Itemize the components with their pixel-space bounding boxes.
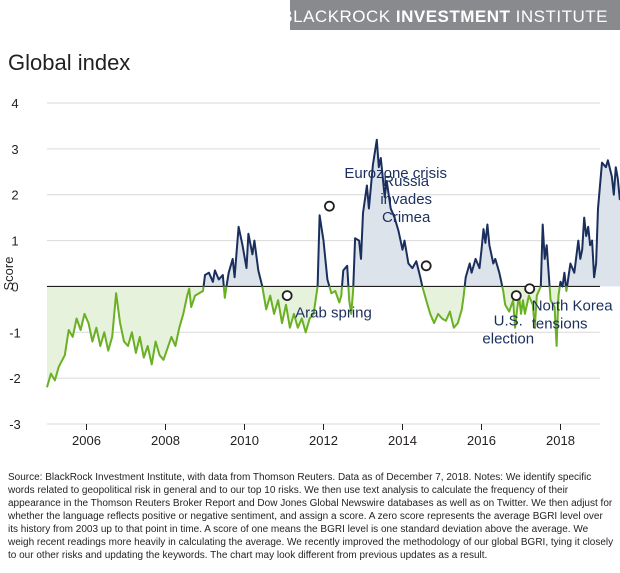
series-line-positive bbox=[558, 271, 567, 288]
annotation-marker bbox=[324, 200, 335, 212]
annotation-label: U.S. election bbox=[482, 313, 534, 348]
annotation-label: Eurozone crisis bbox=[344, 165, 447, 182]
x-tick-label: 2010 bbox=[230, 433, 259, 448]
series-line-negative bbox=[564, 286, 569, 292]
annotation-label: North Korea tensions bbox=[532, 298, 614, 333]
series-line-negative bbox=[501, 286, 542, 329]
line-layer bbox=[46, 138, 620, 388]
annotation-marker bbox=[524, 283, 536, 295]
y-tick-label: -1 bbox=[9, 325, 21, 340]
series-line-negative bbox=[347, 286, 355, 315]
annotation-label: Russia invades Crimea bbox=[380, 173, 432, 226]
series-line-positive bbox=[316, 214, 331, 287]
series-line-positive bbox=[341, 264, 350, 287]
brand-suffix: INSTITUTE bbox=[510, 7, 608, 26]
series-line-positive bbox=[463, 223, 504, 287]
positive-area-fill bbox=[567, 160, 620, 287]
y-tick-label: 3 bbox=[11, 142, 18, 157]
series-line-negative bbox=[328, 286, 343, 304]
header-bar: BLACKROCK INVESTMENT INSTITUTE bbox=[281, 0, 620, 30]
series-line-negative bbox=[421, 286, 466, 329]
series-line-negative bbox=[46, 286, 205, 388]
series-line-negative bbox=[548, 286, 561, 347]
series-line-positive bbox=[352, 138, 424, 287]
positive-area-fill bbox=[464, 224, 503, 287]
series-line-positive bbox=[539, 223, 551, 287]
x-tick-label: 2012 bbox=[309, 433, 338, 448]
series-line-positive bbox=[225, 225, 264, 287]
series-line-negative bbox=[222, 286, 228, 299]
brand-title: BLACKROCK INVESTMENT INSTITUTE bbox=[281, 7, 608, 27]
annotation-marker bbox=[281, 290, 293, 302]
y-tick-label: -3 bbox=[9, 417, 21, 432]
y-tick-label: 0 bbox=[11, 279, 18, 294]
negative-area-fill bbox=[262, 286, 318, 333]
x-tick-label: 2018 bbox=[546, 433, 575, 448]
brand-light: BLACKROCK bbox=[281, 7, 396, 26]
brand-bold: INVESTMENT bbox=[395, 7, 511, 26]
chart-title: Global index bbox=[8, 50, 131, 75]
negative-area-fill bbox=[422, 286, 465, 328]
y-tick-label: 1 bbox=[11, 234, 18, 249]
y-tick-label: 2 bbox=[11, 188, 18, 203]
negative-area-fill bbox=[47, 286, 204, 388]
y-tick-label: -2 bbox=[9, 371, 21, 386]
positive-area-fill bbox=[317, 215, 330, 287]
y-tick-label: 4 bbox=[11, 96, 18, 111]
axis-layer: 4 3 2 1 0 -1 -2 -3 2006 2008 2010 2012 2014 2016 2018 S… bbox=[1, 96, 575, 448]
x-tick-label: 2016 bbox=[467, 433, 496, 448]
x-tick-label: 2014 bbox=[388, 433, 417, 448]
series-line-positive bbox=[202, 269, 225, 287]
y-axis-label: Score bbox=[1, 257, 16, 291]
series-line-negative bbox=[261, 286, 319, 334]
x-tick-label: 2006 bbox=[72, 433, 101, 448]
annotation-marker bbox=[420, 260, 432, 272]
x-tick-label: 2008 bbox=[151, 433, 180, 448]
series-line-positive bbox=[566, 159, 620, 287]
area-fill-layer bbox=[47, 139, 620, 388]
annotation-marker bbox=[510, 290, 522, 302]
source-note: Source: BlackRock Investment Institute, … bbox=[8, 472, 614, 561]
annotation-label: Arab spring bbox=[295, 305, 372, 322]
